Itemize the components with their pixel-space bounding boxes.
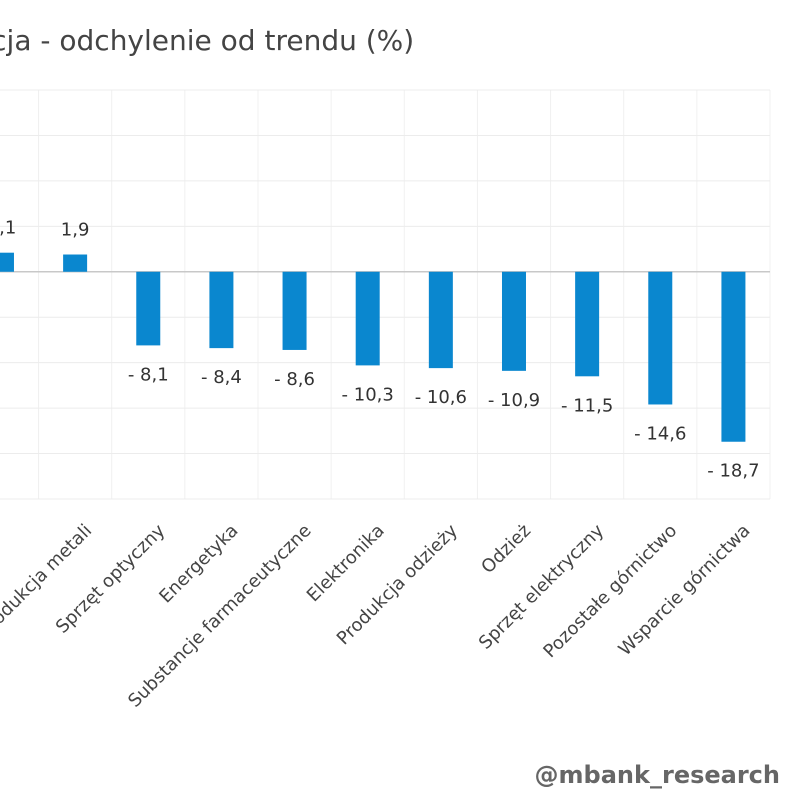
bar (0, 252, 14, 272)
data-label: - 8,6 (274, 369, 315, 390)
bar (428, 271, 453, 369)
x-tick-label: Pozostałe górnictwo (539, 520, 681, 662)
data-label: - 10,3 (342, 384, 394, 405)
bar (63, 254, 88, 272)
data-label: 1,9 (61, 220, 90, 241)
bar (209, 271, 234, 349)
x-tick-label: Sprzęt elektryczny (475, 520, 609, 654)
bar (721, 271, 746, 442)
bar (501, 271, 526, 371)
bar (282, 271, 307, 350)
data-label: - 14,6 (634, 423, 686, 444)
data-label: - 18,7 (707, 461, 759, 482)
x-tick-label: Produkcja metali (0, 520, 96, 641)
bar (575, 271, 600, 377)
data-label: 2,1 (0, 218, 16, 239)
chart-title: Produkcja - odchylenie od trendu (%) (0, 24, 414, 57)
data-label: - 11,5 (561, 395, 613, 416)
watermark: @mbank_research (535, 761, 780, 789)
data-label: - 8,1 (128, 364, 169, 385)
data-label: - 10,9 (488, 390, 540, 411)
x-tick-label: Wsparcie górnictwa (615, 520, 755, 660)
x-tick-label: Odzież (477, 520, 535, 578)
bar (648, 271, 673, 405)
data-label: - 10,6 (415, 387, 467, 408)
data-label: - 8,4 (201, 367, 242, 388)
bar (136, 271, 161, 346)
bar (355, 271, 380, 366)
x-tick-label: Produkcja odzieży (333, 520, 462, 649)
